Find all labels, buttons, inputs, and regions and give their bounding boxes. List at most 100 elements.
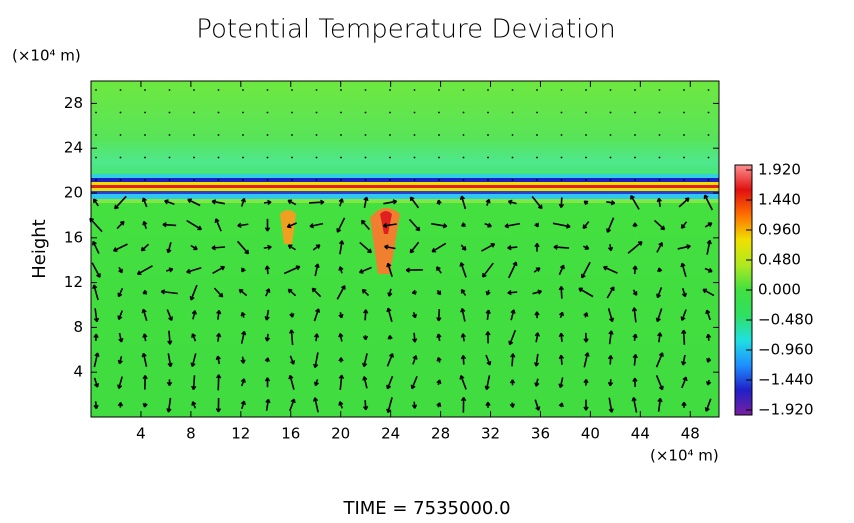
y-tick-label: 8 <box>73 318 83 336</box>
vector-dot <box>536 134 538 136</box>
vector-dot <box>585 112 587 114</box>
vector-dot <box>365 112 367 114</box>
vector-dot <box>340 179 342 181</box>
vector-dot <box>144 179 146 181</box>
vector-dot <box>242 112 244 114</box>
vector-dot <box>414 179 416 181</box>
vector-dot <box>291 89 293 91</box>
y-tick-label: 20 <box>64 184 83 202</box>
vector-dot <box>463 134 465 136</box>
field-band <box>91 199 719 203</box>
vector-dot <box>463 179 465 181</box>
vector-dot <box>683 112 685 114</box>
vector-dot <box>169 89 171 91</box>
vector-dot <box>438 157 440 159</box>
field-band <box>91 174 719 178</box>
x-tick-label: 12 <box>231 425 250 443</box>
vector-dot <box>659 89 661 91</box>
vector-dot <box>193 112 195 114</box>
x-tick-label: 36 <box>531 425 550 443</box>
vector-dot <box>193 179 195 181</box>
field-background <box>91 81 719 417</box>
vector-dot <box>512 179 514 181</box>
vector-dot <box>218 179 220 181</box>
vector-dot <box>316 112 318 114</box>
vector-dot <box>169 134 171 136</box>
vector-dot <box>585 157 587 159</box>
vector-dot <box>267 89 269 91</box>
colorbar-label: −0.480 <box>758 311 814 329</box>
colorbar-label: −1.440 <box>758 371 814 389</box>
colorbar-label: 0.000 <box>758 281 801 299</box>
vector-dot <box>512 89 514 91</box>
vector-dot <box>365 179 367 181</box>
vector-dot <box>512 157 514 159</box>
x-tick-label: 8 <box>186 425 196 443</box>
vector-dot <box>316 89 318 91</box>
vector-dot <box>193 89 195 91</box>
field-band <box>91 178 719 182</box>
x-tick-label: 32 <box>481 425 500 443</box>
vector-dot <box>242 179 244 181</box>
time-annotation: TIME = 7535000.0 <box>342 498 510 519</box>
vector-dot <box>193 157 195 159</box>
vector-dot <box>95 89 97 91</box>
field-band <box>91 182 719 185</box>
vector-dot <box>169 179 171 181</box>
field-band <box>91 188 719 191</box>
vector-dot <box>144 134 146 136</box>
colorbar-label: −0.960 <box>758 341 814 359</box>
vector-dot <box>561 157 563 159</box>
vector-dot <box>683 179 685 181</box>
vector-dot <box>634 112 636 114</box>
vector-dot <box>120 179 122 181</box>
field-band <box>91 191 719 194</box>
vector-dot <box>487 157 489 159</box>
vector-dot <box>218 157 220 159</box>
vector-dot <box>120 112 122 114</box>
field-band <box>91 194 719 199</box>
y-axis-title: Height <box>29 219 50 279</box>
vector-dot <box>536 89 538 91</box>
x-tick-label: 48 <box>681 425 700 443</box>
vector-dot <box>463 112 465 114</box>
vector-dot <box>683 157 685 159</box>
vector-dot <box>291 157 293 159</box>
vector-dot <box>414 89 416 91</box>
x-tick-label: 20 <box>331 425 350 443</box>
vector-dot <box>536 179 538 181</box>
vector-dot <box>414 134 416 136</box>
vector-dot <box>610 179 612 181</box>
vector-dot <box>242 134 244 136</box>
y-tick-label: 12 <box>64 273 83 291</box>
vector-dot <box>585 134 587 136</box>
vector-dot <box>291 112 293 114</box>
x-tick-label: 28 <box>431 425 450 443</box>
vector-dot <box>267 112 269 114</box>
vector-dot <box>512 134 514 136</box>
vector-dot <box>634 157 636 159</box>
vector-dot <box>438 134 440 136</box>
vector-dot <box>683 89 685 91</box>
vector-dot <box>218 134 220 136</box>
vector-dot <box>659 134 661 136</box>
vector-dot <box>634 134 636 136</box>
vector-dot <box>218 112 220 114</box>
chart-title: Potential Temperature Deviation <box>196 15 616 45</box>
vector-dot <box>169 112 171 114</box>
colorbar-label: 1.440 <box>758 191 801 209</box>
vector-dot <box>438 112 440 114</box>
field <box>91 81 719 417</box>
vector-dot <box>242 89 244 91</box>
colorbar-label: 0.480 <box>758 251 801 269</box>
vector-dot <box>95 179 97 181</box>
vector-dot <box>120 89 122 91</box>
x-tick-label: 24 <box>381 425 400 443</box>
vector-dot <box>389 112 391 114</box>
vector-dot <box>365 134 367 136</box>
vector-dot <box>536 157 538 159</box>
vector-dot <box>95 112 97 114</box>
vector-dot <box>365 157 367 159</box>
x-unit: (×10⁴ m) <box>650 447 719 465</box>
vector-dot <box>708 134 710 136</box>
